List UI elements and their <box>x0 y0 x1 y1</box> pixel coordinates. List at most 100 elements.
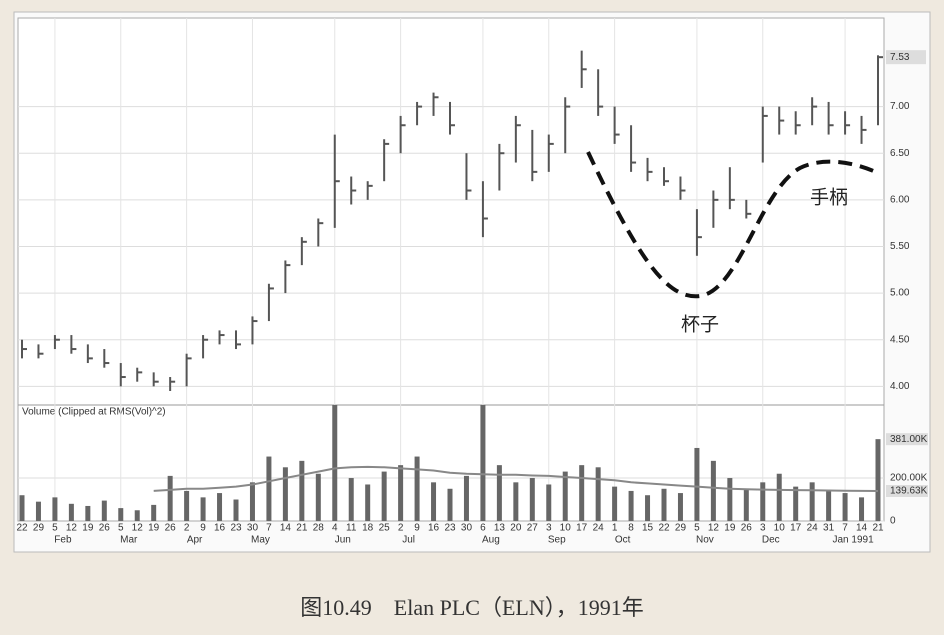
x-tick-label: 10 <box>560 523 572 534</box>
x-tick-label: 26 <box>99 523 111 534</box>
x-tick-label: 26 <box>165 523 177 534</box>
y-tick-label: 4.00 <box>890 381 910 392</box>
x-tick-label: 30 <box>461 523 473 534</box>
volume-bar <box>332 405 338 521</box>
x-tick-label: 14 <box>856 523 868 534</box>
x-tick-label: 17 <box>790 523 802 534</box>
x-tick-label: 3 <box>546 523 552 534</box>
volume-bar <box>859 497 865 521</box>
x-tick-label: 30 <box>247 523 259 534</box>
x-tick-label: 10 <box>774 523 786 534</box>
price-tag: 7.53 <box>890 52 910 63</box>
x-tick-label: 17 <box>576 523 588 534</box>
x-tick-label: 15 <box>642 523 654 534</box>
volume-bar <box>776 473 782 521</box>
volume-bar <box>661 488 667 521</box>
volume-title: Volume (Clipped at RMS(Vol)^2) <box>22 407 166 418</box>
month-label: May <box>251 535 270 546</box>
volume-bar <box>299 460 305 521</box>
caption: 图10.49 Elan PLC（ELN），1991年 <box>300 595 643 620</box>
month-label: Mar <box>120 535 138 546</box>
x-tick-label: 6 <box>480 523 486 534</box>
x-tick-label: 9 <box>414 523 420 534</box>
volume-bar <box>826 490 832 521</box>
y-tick-label: 5.00 <box>890 288 910 299</box>
volume-bar <box>727 478 733 521</box>
month-label: Dec <box>762 535 780 546</box>
month-label: Jun <box>335 535 351 546</box>
x-tick-label: 5 <box>52 523 58 534</box>
volume-bar <box>151 504 157 521</box>
volume-bar <box>628 490 634 521</box>
volume-bar <box>546 484 552 521</box>
volume-bar <box>447 488 453 521</box>
volume-bar <box>233 499 239 521</box>
volume-bar <box>52 497 58 521</box>
month-label: Jan 1991 <box>832 535 874 546</box>
month-label: Feb <box>54 535 72 546</box>
x-tick-label: 12 <box>708 523 720 534</box>
y-tick-label: 4.50 <box>890 334 910 345</box>
volume-bar <box>282 467 288 521</box>
volume-bar <box>217 493 223 521</box>
x-tick-label: 5 <box>118 523 124 534</box>
month-label: Jul <box>402 535 415 546</box>
x-tick-label: 4 <box>332 523 338 534</box>
x-tick-label: 28 <box>313 523 325 534</box>
volume-bar <box>414 456 420 521</box>
handle-label: 手柄 <box>810 187 848 209</box>
x-tick-label: 29 <box>675 523 687 534</box>
x-tick-label: 19 <box>148 523 160 534</box>
volume-bar <box>184 490 190 521</box>
x-tick-label: 26 <box>741 523 753 534</box>
y-tick-label: 6.50 <box>890 148 910 159</box>
x-tick-label: 23 <box>444 523 456 534</box>
price-tag-box <box>886 50 926 65</box>
x-tick-label: 29 <box>33 523 45 534</box>
volume-bar <box>562 471 568 521</box>
volume-bar <box>513 482 519 521</box>
volume-tag: 381.00K <box>890 434 928 445</box>
month-label: Aug <box>482 535 500 546</box>
volume-bar <box>118 508 124 521</box>
y-tick-label: 6.00 <box>890 194 910 205</box>
volume-bar <box>398 465 404 521</box>
y-tick-label: 0 <box>890 516 896 527</box>
volume-bar <box>101 500 107 521</box>
x-tick-label: 24 <box>807 523 819 534</box>
x-tick-label: 21 <box>872 523 884 534</box>
x-tick-label: 7 <box>266 523 272 534</box>
volume-bar <box>463 475 469 521</box>
plot-area <box>17 17 885 522</box>
x-tick-label: 2 <box>184 523 190 534</box>
volume-bar <box>809 482 815 521</box>
cup-handle-curve <box>586 151 879 299</box>
y-tick-label: 5.50 <box>890 241 910 252</box>
volume-bar <box>365 484 371 521</box>
y-tick-label: 200.00K <box>890 473 928 484</box>
volume-bar <box>200 497 206 521</box>
x-tick-label: 21 <box>296 523 308 534</box>
x-tick-label: 27 <box>527 523 539 534</box>
x-tick-label: 5 <box>694 523 700 534</box>
volume-bar <box>134 510 140 521</box>
volume-bar <box>760 482 766 521</box>
volume-bar <box>875 439 881 521</box>
x-tick-label: 19 <box>724 523 736 534</box>
volume-bar <box>68 503 74 521</box>
x-tick-label: 20 <box>510 523 522 534</box>
volume-bar <box>315 473 321 521</box>
volume-bar <box>579 465 585 521</box>
month-label: Apr <box>187 535 203 546</box>
x-tick-label: 7 <box>842 523 848 534</box>
x-tick-label: 25 <box>379 523 391 534</box>
volume-bar <box>694 447 700 521</box>
x-tick-label: 19 <box>82 523 94 534</box>
volume-bar <box>381 471 387 521</box>
x-tick-label: 24 <box>593 523 605 534</box>
volume-bar <box>645 495 651 521</box>
x-tick-label: 12 <box>66 523 78 534</box>
volume-bar <box>480 405 486 521</box>
